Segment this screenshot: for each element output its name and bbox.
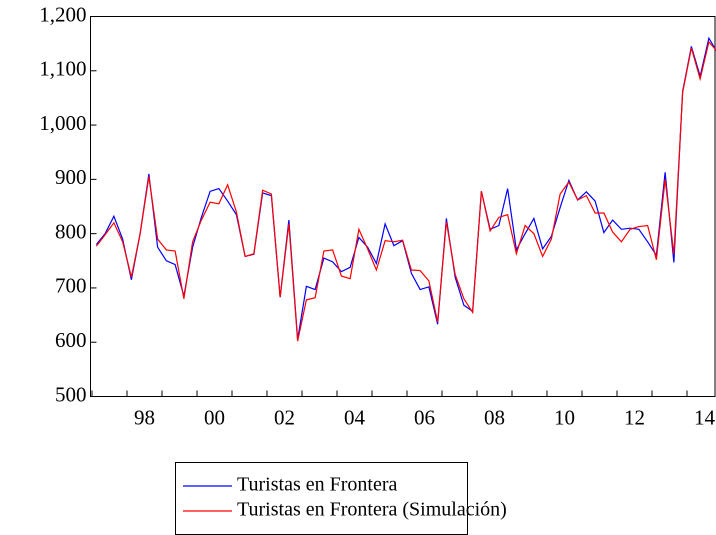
legend: Turistas en Frontera Turistas en Frontera… [183, 474, 507, 521]
legend-box [175, 462, 468, 535]
x-tick-label: 14 [694, 405, 716, 429]
y-tick-label: 800 [55, 219, 87, 243]
x-tick-label: 08 [484, 405, 505, 429]
y-tick-label: 700 [55, 274, 87, 298]
x-tick-label: 00 [204, 405, 225, 429]
legend-label: Turistas en Frontera (Simulación) [237, 499, 507, 521]
legend-label: Turistas en Frontera [237, 474, 397, 496]
series-line [95, 40, 716, 342]
x-tick-label: 06 [414, 405, 435, 429]
y-tick-label: 1,200 [39, 2, 86, 26]
y-tick-label: 900 [55, 165, 87, 189]
x-tick-label: 12 [624, 405, 645, 429]
x-tick-label: 04 [344, 405, 366, 429]
x-tick-label: 02 [274, 405, 295, 429]
y-tick-label: 1,000 [39, 111, 86, 135]
y-tick-label: 600 [55, 328, 87, 352]
series-line [95, 36, 716, 340]
x-tick-label: 10 [554, 405, 575, 429]
plot-frame [90, 16, 716, 397]
y-tick-label: 500 [55, 382, 87, 406]
x-tick-label: 98 [134, 405, 155, 429]
y-tick-label: 1,100 [39, 57, 86, 81]
